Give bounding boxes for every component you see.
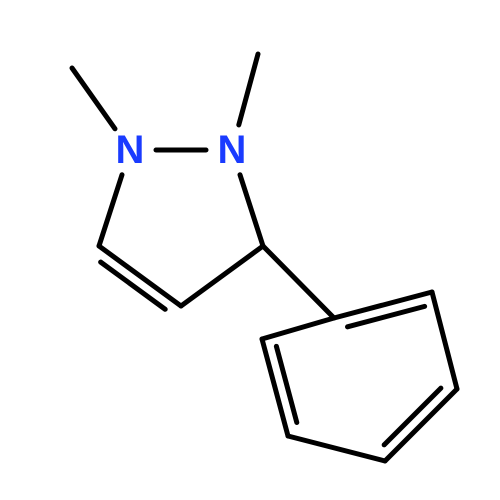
bond-line [263,246,334,318]
bond-line [262,318,334,339]
bond-line [72,68,115,129]
bond-line [262,339,288,436]
bond-line [99,175,122,246]
bond-line [385,389,457,461]
n-atom-label: N [116,128,145,172]
bond-line [239,54,258,125]
bond-line [432,292,457,389]
bond-line [288,436,385,461]
bond-line [99,246,181,306]
chemical-structure-diagram: NN [0,0,500,500]
bond-line [240,175,263,246]
n-atom-label: N [218,128,247,172]
bond-line [334,292,432,318]
bond-line [181,246,263,306]
